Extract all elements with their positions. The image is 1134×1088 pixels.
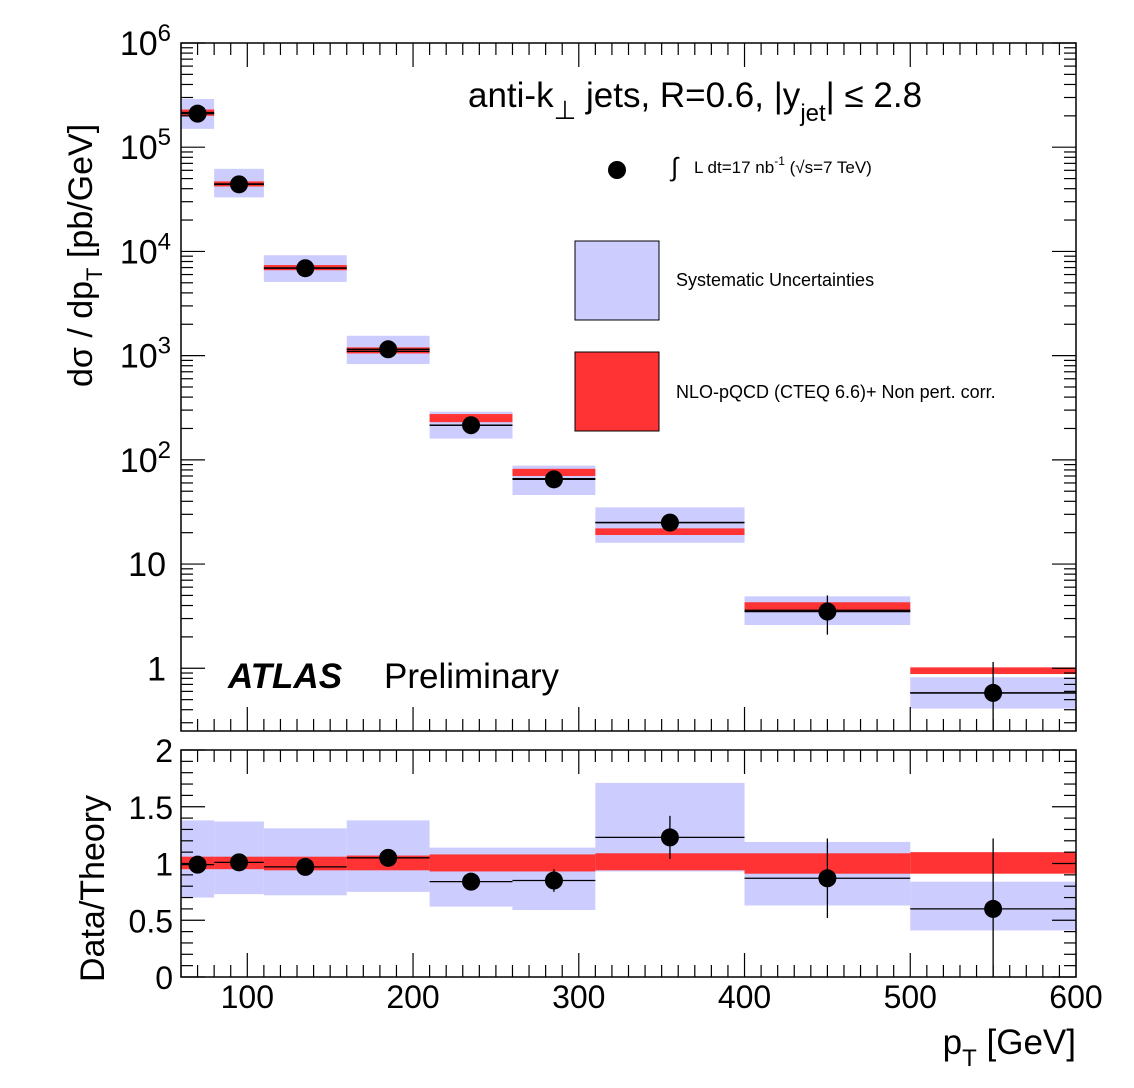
bottom-y-axis-label: Data/Theory bbox=[74, 795, 112, 982]
top-y-tick-labels: 1 10 102 103 104 105 106 bbox=[120, 20, 171, 688]
xtick-label-5: 600 bbox=[1049, 979, 1102, 1015]
top-ytick-label-3: 103 bbox=[120, 333, 171, 376]
bottom-ytick-label-4: 2 bbox=[155, 733, 173, 769]
bottom-axis-ticks bbox=[180, 749, 1077, 978]
xtick-label-1: 200 bbox=[386, 979, 439, 1015]
legend-data-label: L dt=17 nb-1 (√s=7 TeV) bbox=[694, 154, 872, 177]
atlas-label: ATLAS bbox=[227, 657, 342, 696]
legend-data-marker bbox=[608, 161, 626, 179]
top-data-points bbox=[181, 104, 1076, 731]
top-ytick-label-2: 102 bbox=[120, 437, 171, 480]
ratio-data-point-5 bbox=[544, 871, 563, 890]
ratio-data-point-8 bbox=[984, 899, 1003, 918]
jet-selection-label: anti-k⊥ jets, R=0.6, |yjet| ≤ 2.8 bbox=[468, 76, 922, 127]
top-data-point-1 bbox=[230, 175, 249, 194]
legend-systematic-label: Systematic Uncertainties bbox=[676, 270, 874, 290]
xtick-label-3: 400 bbox=[718, 979, 771, 1015]
top-data-point-4 bbox=[462, 416, 481, 435]
top-data-point-0 bbox=[188, 104, 207, 123]
bottom-ytick-label-2: 1 bbox=[155, 847, 173, 883]
ratio-data-points bbox=[181, 815, 1076, 977]
bottom-ytick-label-3: 1.5 bbox=[129, 790, 173, 826]
top-data-point-2 bbox=[296, 259, 315, 278]
bottom-ytick-label-0: 0 bbox=[155, 960, 173, 996]
ratio-data-point-1 bbox=[230, 853, 249, 872]
ratio-data-point-6 bbox=[660, 828, 679, 847]
top-axis-ticks bbox=[180, 42, 1077, 731]
legend-nlo-swatch bbox=[574, 351, 660, 432]
ratio-data-point-4 bbox=[462, 872, 481, 891]
ratio-nlo-band-6 bbox=[595, 853, 745, 871]
preliminary-label: Preliminary bbox=[384, 657, 560, 696]
ratio-data-point-3 bbox=[379, 848, 398, 867]
ratio-data-point-0 bbox=[188, 855, 207, 874]
xtick-label-2: 300 bbox=[552, 979, 605, 1015]
ratio-data-point-7 bbox=[818, 869, 837, 888]
top-data-point-8 bbox=[984, 683, 1003, 702]
top-data-point-5 bbox=[544, 470, 563, 489]
top-ytick-label-1: 10 bbox=[128, 546, 166, 584]
top-data-point-6 bbox=[660, 513, 679, 532]
top-nlo-band-6 bbox=[595, 528, 745, 536]
cross-section-panel: 1 10 102 103 104 105 106 dσ / dpT [pb/GeV] ant… bbox=[62, 20, 1077, 732]
legend-nlo-label: NLO-pQCD (CTEQ 6.6)+ Non pert. corr. bbox=[676, 382, 996, 402]
ratio-nlo-band-5 bbox=[512, 854, 596, 872]
bottom-ytick-label-1: 0.5 bbox=[129, 903, 173, 939]
top-ytick-label-0: 1 bbox=[147, 650, 166, 688]
ratio-data-point-2 bbox=[296, 857, 315, 876]
top-data-point-3 bbox=[379, 340, 398, 359]
legend-systematic-swatch bbox=[574, 240, 660, 321]
top-data-point-7 bbox=[818, 602, 837, 621]
xtick-label-0: 100 bbox=[221, 979, 274, 1015]
ratio-panel: 0 0.5 1 1.5 2 100 200 300 400 500 600 Data/Theory… bbox=[74, 733, 1103, 1072]
xtick-label-4: 500 bbox=[884, 979, 937, 1015]
top-ytick-label-5: 105 bbox=[120, 124, 171, 167]
ratio-nlo-band-4 bbox=[429, 854, 513, 872]
legend-integral-symbol: ∫ bbox=[669, 152, 680, 182]
top-y-axis-label: dσ / dpT [pb/GeV] bbox=[62, 124, 107, 387]
bottom-y-tick-labels: 0 0.5 1 1.5 2 bbox=[129, 733, 173, 996]
x-axis-label: pT [GeV] bbox=[943, 1023, 1076, 1072]
top-ytick-label-6: 106 bbox=[120, 20, 171, 63]
x-tick-labels: 100 200 300 400 500 600 bbox=[221, 979, 1103, 1015]
top-ytick-label-4: 104 bbox=[120, 228, 171, 271]
